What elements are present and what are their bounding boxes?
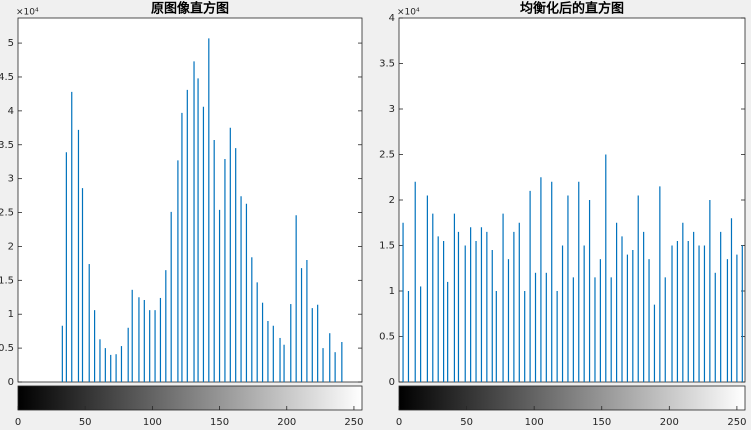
x-tick-label: 150 [210,417,229,428]
x-tick-label: 50 [79,417,92,428]
y-tick-label: 0 [389,377,395,388]
chart-title: 原图像直方图 [151,1,229,17]
x-tick-label: 200 [277,417,296,428]
colorbar [398,385,746,411]
plot-area [17,17,363,383]
x-tick-label: 250 [727,417,746,428]
y-tick-label: 3.5 [0,140,14,151]
y-tick-label: 0.5 [379,332,395,343]
y-tick-label: 4 [8,106,14,117]
y-tick-label: 3.5 [379,59,395,70]
x-tick-label: 250 [344,417,363,428]
y-tick-label: 2 [389,195,395,206]
y-tick-label: 2.5 [379,150,395,161]
x-tick-label: 50 [460,417,473,428]
y-tick-label: 4.5 [0,72,14,83]
x-tick-label: 0 [396,417,402,428]
y-tick-label: 3 [8,174,14,185]
y-tick-label: 1 [8,309,14,320]
x-tick-label: 100 [143,417,162,428]
y-tick-label: 1.5 [0,275,14,286]
x-tick-label: 150 [592,417,611,428]
x-tick-label: 0 [15,417,21,428]
y-tick-label: 0 [8,377,14,388]
y-tick-label: 2 [8,241,14,252]
chart-title: 均衡化后的直方图 [520,1,624,17]
y-tick-label: 2.5 [0,208,14,219]
y-tick-label: 5 [8,38,14,49]
x-tick-label: 100 [525,417,544,428]
y-tick-label: 3 [389,104,395,115]
plot-area [398,17,746,383]
y-tick-label: 0.5 [0,343,14,354]
x-tick-label: 200 [660,417,679,428]
y-exponent-label: ×10⁴ [397,8,420,18]
y-exponent-label: ×10⁴ [16,8,39,18]
y-tick-label: 1.5 [379,241,395,252]
colorbar [17,385,363,411]
y-tick-label: 4 [389,13,395,24]
y-tick-label: 1 [389,286,395,297]
